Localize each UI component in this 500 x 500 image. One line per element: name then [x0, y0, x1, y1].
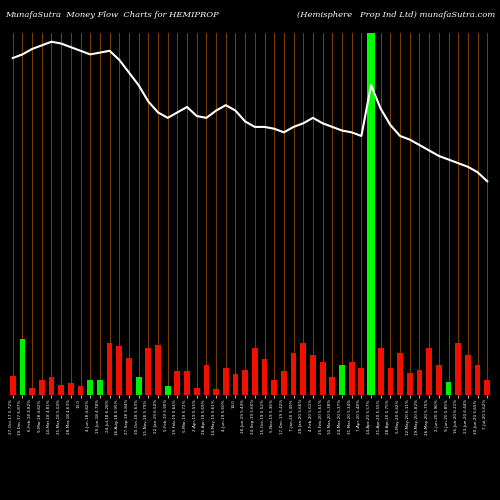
Bar: [388, 368, 394, 395]
Bar: [165, 386, 170, 395]
Bar: [436, 366, 442, 395]
Bar: [484, 380, 490, 395]
Bar: [456, 343, 461, 395]
Bar: [126, 358, 132, 395]
Bar: [155, 344, 161, 395]
Bar: [474, 366, 480, 395]
Bar: [272, 380, 277, 395]
Bar: [320, 362, 326, 395]
Bar: [68, 383, 74, 395]
Bar: [358, 368, 364, 395]
Bar: [416, 370, 422, 395]
Bar: [48, 377, 54, 395]
Bar: [378, 348, 384, 395]
Bar: [97, 380, 103, 395]
Bar: [426, 348, 432, 395]
Bar: [349, 362, 354, 395]
Bar: [290, 354, 296, 395]
Bar: [407, 373, 412, 395]
Text: (Hemisphere   Prop Ind Ltd) munafaSutra.com: (Hemisphere Prop Ind Ltd) munafaSutra.co…: [297, 11, 495, 19]
Bar: [194, 388, 200, 395]
Bar: [310, 355, 316, 395]
Bar: [78, 386, 84, 395]
Bar: [300, 343, 306, 395]
Bar: [252, 348, 258, 395]
Bar: [262, 360, 268, 395]
Bar: [368, 32, 374, 395]
Bar: [232, 374, 238, 395]
Bar: [204, 366, 210, 395]
Bar: [446, 382, 452, 395]
Bar: [88, 380, 93, 395]
Bar: [465, 355, 471, 395]
Bar: [136, 377, 141, 395]
Bar: [242, 370, 248, 395]
Bar: [184, 372, 190, 395]
Bar: [29, 388, 35, 395]
Text: MunafaSutra  Money Flow  Charts for HEMIPROP: MunafaSutra Money Flow Charts for HEMIPR…: [5, 11, 219, 19]
Bar: [281, 372, 287, 395]
Bar: [10, 376, 16, 395]
Bar: [339, 366, 345, 395]
Bar: [223, 368, 228, 395]
Bar: [39, 380, 44, 395]
Bar: [20, 338, 26, 395]
Bar: [116, 346, 122, 395]
Bar: [58, 384, 64, 395]
Bar: [330, 377, 335, 395]
Bar: [146, 348, 151, 395]
Bar: [106, 343, 112, 395]
Bar: [213, 389, 219, 395]
Bar: [174, 372, 180, 395]
Bar: [397, 354, 403, 395]
